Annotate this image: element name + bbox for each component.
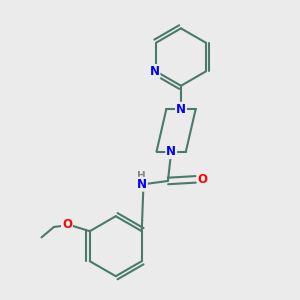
Text: N: N — [137, 178, 147, 191]
Text: N: N — [176, 103, 186, 116]
Text: O: O — [62, 218, 72, 231]
Text: O: O — [198, 173, 208, 186]
Text: H: H — [137, 171, 146, 181]
Text: N: N — [149, 65, 160, 78]
Text: N: N — [166, 145, 176, 158]
